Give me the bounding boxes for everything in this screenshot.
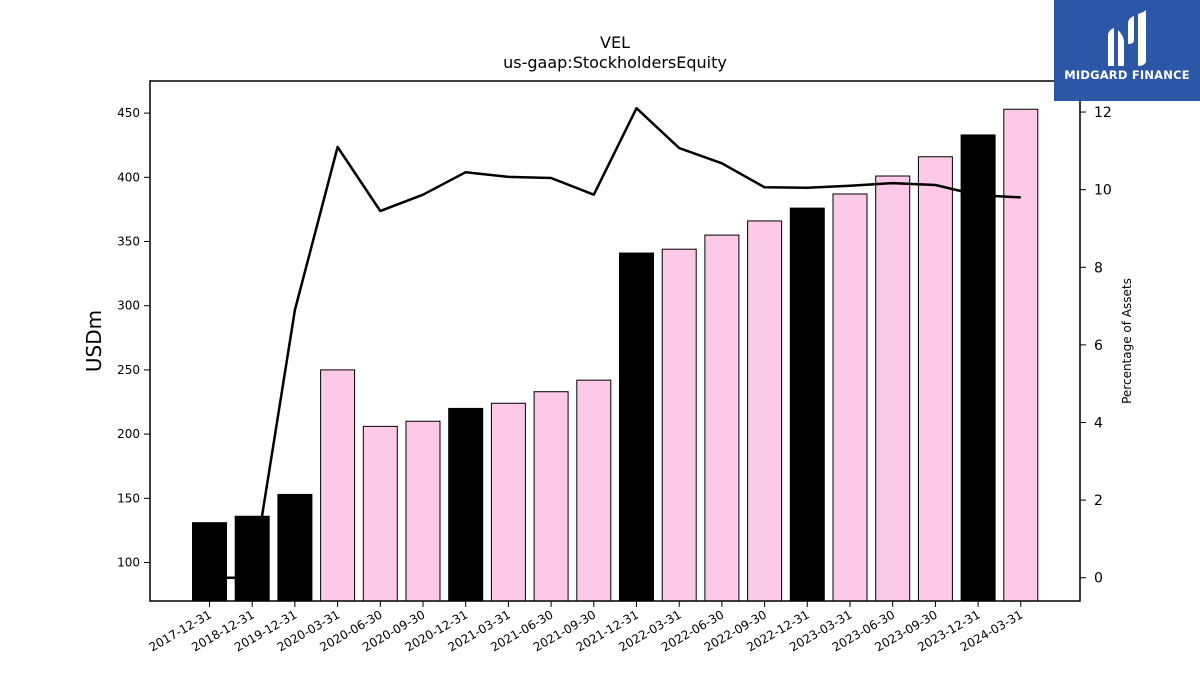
y-tick-label: 150 [117, 491, 140, 505]
y-tick-label: 300 [117, 299, 140, 313]
bar-2021-12-31 [619, 252, 654, 602]
y2-axis: 0 2 4 6 8 10 12 [1080, 105, 1112, 587]
bar-2020-06-30 [362, 425, 398, 602]
y2-tick-label: 0 [1094, 571, 1103, 587]
y-tick-label: 250 [117, 363, 140, 377]
y-tick-label: 100 [117, 555, 140, 569]
bar-2023-06-30 [875, 175, 911, 602]
bar-2023-12-31 [960, 134, 996, 602]
bar-2019-12-31 [277, 493, 313, 602]
line-group [209, 106, 1021, 579]
pct-of-assets-line [209, 106, 1021, 579]
bar-2023-09-30 [917, 156, 953, 602]
bar-2022-03-31 [661, 248, 697, 602]
logo-text: MIDGARD FINANCE [1064, 68, 1190, 82]
bar-2022-12-31 [789, 207, 825, 602]
y2-tick-label: 2 [1094, 493, 1103, 509]
y2-axis-label: Percentage of Assets [1120, 278, 1134, 404]
bar-2021-03-31 [490, 402, 526, 602]
y2-tick-label: 10 [1094, 183, 1112, 199]
y-tick-label: 400 [117, 170, 140, 184]
plot-frame [149, 80, 1081, 602]
chart-subtitle: us-gaap:StockholdersEquity [503, 53, 727, 72]
y-tick-label: 200 [117, 427, 140, 441]
bar-2023-03-31 [832, 193, 868, 602]
bar-2017-12-31 [192, 522, 227, 602]
y2-tick-label: 4 [1094, 415, 1103, 431]
bars-group [192, 108, 1039, 602]
bar-2024-03-31 [1003, 108, 1039, 602]
bar-2022-09-30 [747, 220, 783, 602]
bar-2021-06-30 [533, 391, 569, 602]
logo-mark-icon [1108, 10, 1146, 66]
y-tick-label: 450 [117, 106, 140, 120]
chart-title: VEL [600, 33, 630, 52]
y2-tick-label: 6 [1094, 338, 1103, 354]
bar-2022-06-30 [704, 234, 740, 602]
bar-2018-12-31 [234, 515, 270, 602]
bar-2020-03-31 [320, 369, 356, 602]
bar-2020-12-31 [448, 407, 484, 602]
midgard-finance-logo: MIDGARD FINANCE [1054, 0, 1200, 101]
y-axis-label: USDm [82, 310, 106, 372]
y-axis: 100 150 200 250 300 350 400 450 [117, 106, 150, 569]
y2-tick-label: 12 [1094, 105, 1112, 121]
bar-2020-09-30 [405, 420, 441, 602]
x-axis: 2017-12-312018-12-312019-12-312020-03-31… [147, 601, 1025, 654]
y-tick-label: 350 [117, 234, 140, 248]
bar-2021-09-30 [576, 379, 612, 602]
y2-tick-label: 8 [1094, 260, 1103, 276]
